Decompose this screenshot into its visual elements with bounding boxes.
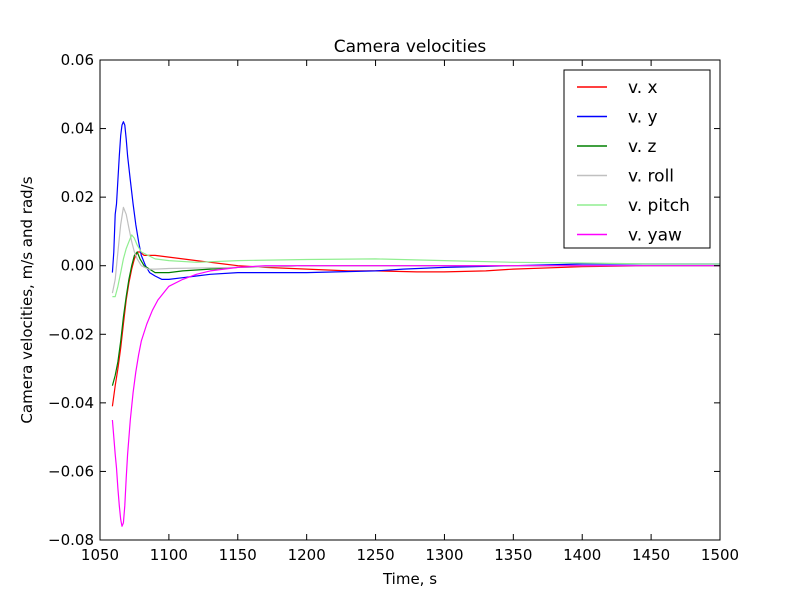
y-tick-label: −0.02 — [48, 325, 94, 343]
series-layer — [111, 121, 720, 527]
series-line-v-yaw — [111, 265, 720, 527]
x-tick-label: 1050 — [81, 546, 119, 564]
x-tick-label: 1450 — [632, 546, 670, 564]
legend-label: v. x — [628, 78, 658, 98]
x-tick-label: 1100 — [150, 546, 188, 564]
x-tick-label: 1200 — [288, 546, 326, 564]
x-tick-label: 1250 — [356, 546, 394, 564]
y-tick-label: −0.08 — [48, 531, 94, 549]
legend-label: v. pitch — [628, 196, 690, 216]
legend-label: v. z — [628, 137, 657, 157]
x-tick-label: 1350 — [494, 546, 532, 564]
y-tick-label: 0.02 — [61, 188, 94, 206]
legend-label: v. yaw — [628, 226, 682, 246]
legend-box — [563, 69, 711, 249]
y-tick-label: 0.00 — [61, 257, 94, 275]
series-line-v-y — [111, 121, 720, 280]
y-tick-label: 0.04 — [61, 120, 94, 138]
x-tick-label: 1300 — [425, 546, 463, 564]
plot-frame — [99, 59, 721, 541]
legend-label: v. roll — [628, 167, 674, 187]
x-tick-label: 1150 — [219, 546, 257, 564]
x-tick-label: 1500 — [701, 546, 739, 564]
x-tick-label: 1400 — [563, 546, 601, 564]
y-tick-label: 0.06 — [61, 51, 94, 69]
legend: v. x v. y v. z v. roll v. pitch v. yaw — [563, 69, 711, 249]
series-line-v-pitch — [112, 234, 720, 298]
y-axis: −0.08 −0.06 −0.04 −0.02 0.00 0.02 0.04 0.06 — [48, 51, 720, 549]
x-axis-label: Time, s — [382, 570, 437, 588]
legend-label: v. y — [628, 108, 658, 128]
x-axis: 1050 1100 1150 1200 1250 1300 1350 1400 1450 1500 — [81, 60, 739, 564]
y-tick-label: −0.06 — [48, 462, 94, 480]
legend-items: v. x v. y v. z v. roll v. pitch v. yaw — [577, 78, 690, 246]
y-axis-label: Camera velocities, m/s and rad/s — [18, 176, 36, 423]
plot-area — [99, 59, 721, 541]
y-tick-label: −0.04 — [48, 394, 94, 412]
chart-title: Camera velocities — [334, 37, 487, 57]
